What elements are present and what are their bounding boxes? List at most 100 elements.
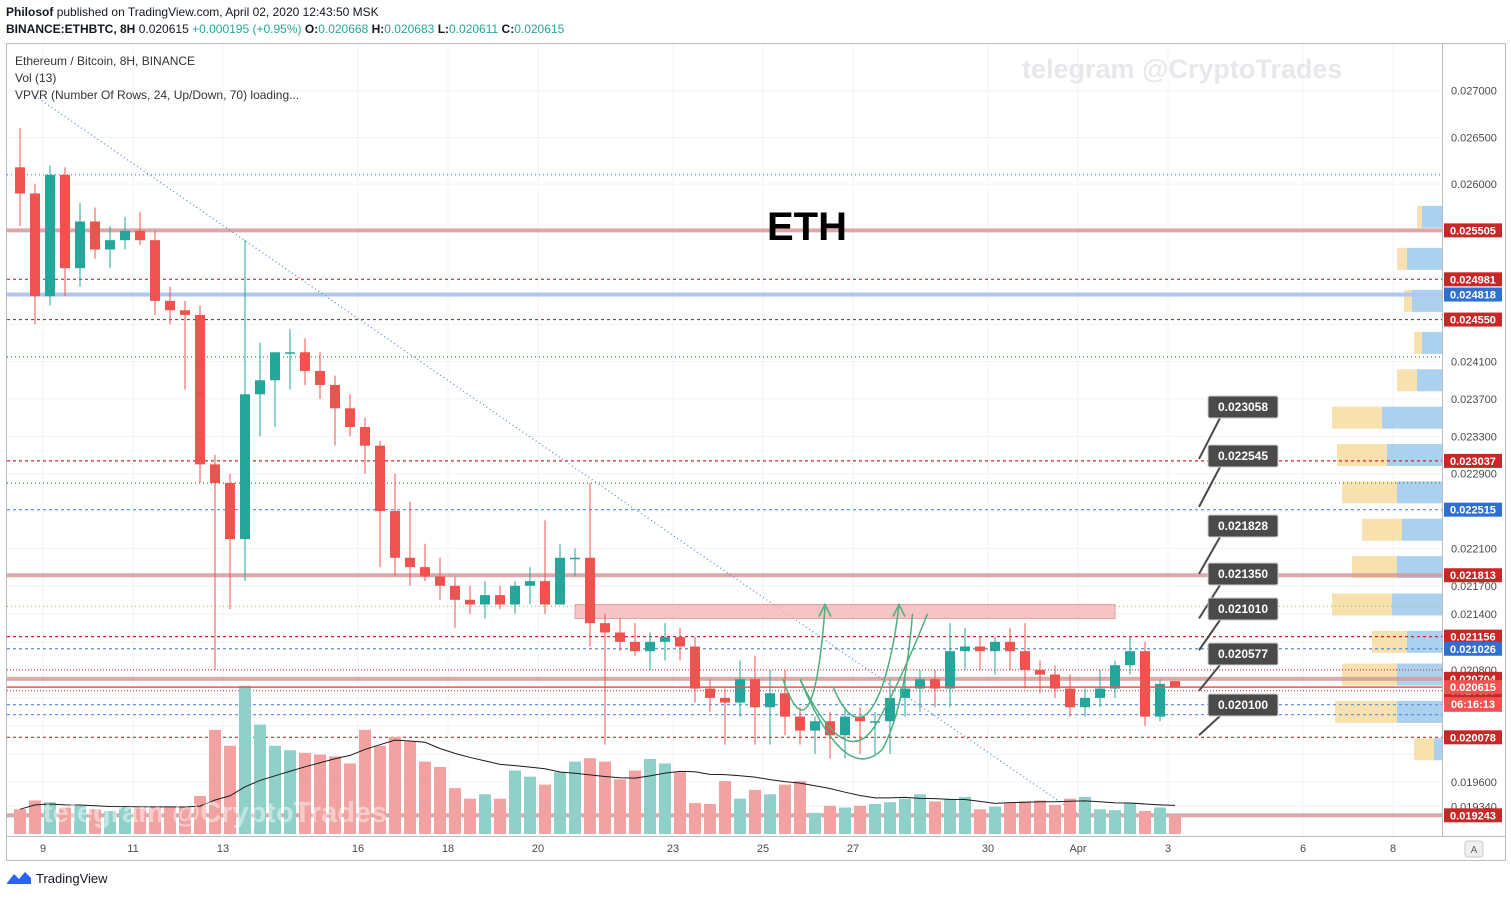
level-price-label-bg — [1444, 223, 1502, 238]
price-tick-label: 0.021700 — [1451, 581, 1497, 593]
candle-body — [555, 557, 565, 605]
candle-body — [315, 370, 325, 385]
volume-bar — [239, 685, 251, 834]
candle-body — [840, 716, 850, 736]
candle-body — [225, 483, 235, 540]
volume-bar — [419, 761, 431, 834]
volume-bar — [899, 798, 911, 834]
vpvr-bar-up — [1407, 247, 1442, 270]
callout-label: 0.021350 — [1218, 567, 1268, 581]
callout-box — [1207, 597, 1279, 621]
candle-body — [105, 240, 115, 250]
vpvr-bar-down — [1397, 369, 1417, 392]
price-change: +0.000195 (+0.95%) — [192, 22, 302, 36]
vpvr-profile — [1332, 205, 1442, 761]
current-price-label-bg — [1444, 680, 1502, 695]
candle-body — [720, 697, 730, 703]
chart-frame[interactable]: 0.023058 0.022545 0.021828 0.021350 0.021010… — [6, 43, 1506, 861]
vpvr-bar-up — [1392, 593, 1442, 616]
candle-body — [15, 167, 25, 194]
low-value: 0.020611 — [449, 22, 499, 36]
candle-body — [165, 300, 175, 311]
candle-body — [660, 637, 670, 642]
level-price-label: 0.023037 — [1450, 456, 1496, 468]
level-price-label-bg — [1444, 272, 1502, 287]
volume-bar — [299, 752, 311, 834]
time-tick-label: Apr — [1069, 843, 1086, 855]
candle-body — [1170, 681, 1180, 687]
candle-body — [270, 352, 280, 381]
volume-bar — [824, 805, 836, 834]
callout-pointer — [1198, 466, 1221, 508]
open-value: 0.020668 — [318, 22, 369, 36]
candle-body — [375, 445, 385, 512]
level-price-label-bg — [1444, 287, 1502, 302]
legend-title: Ethereum / Bitcoin, 8H, BINANCE — [15, 54, 195, 68]
price-tick-label: 0.023700 — [1451, 394, 1497, 406]
volume-bar — [59, 807, 71, 834]
candle-body — [675, 637, 685, 647]
countdown-bg — [1444, 697, 1502, 712]
vpvr-bar-down — [1342, 481, 1397, 504]
candle-body — [975, 646, 985, 652]
legend-vpvr: VPVR (Number Of Rows, 24, Up/Down, 70) l… — [15, 88, 299, 102]
price-tick-label: 0.026000 — [1451, 179, 1497, 191]
symbol-label: BINANCE:ETHBTC, 8H — [6, 22, 136, 36]
time-tick-label: 16 — [352, 843, 364, 855]
vpvr-bar-down — [1335, 700, 1397, 723]
candle-body — [1095, 688, 1105, 698]
price-tick-label: 0.026500 — [1451, 132, 1497, 144]
price-callout: 0.021828 — [1198, 514, 1279, 575]
close-value: 0.020615 — [514, 22, 565, 36]
vpvr-bar-up — [1422, 205, 1442, 228]
callout-box — [1207, 562, 1279, 586]
vpvr-bar-down — [1417, 205, 1422, 228]
candle-body — [150, 240, 160, 301]
arrow-curve — [782, 607, 826, 711]
level-price-label-bg — [1444, 502, 1502, 517]
candle-body — [1080, 697, 1090, 708]
price-callout: 0.022545 — [1198, 444, 1279, 508]
volume-bar — [689, 803, 701, 834]
candle-body — [195, 314, 205, 465]
level-price-label: 0.024818 — [1450, 290, 1496, 302]
callout-label: 0.021828 — [1218, 519, 1268, 533]
time-tick-label: 3 — [1165, 843, 1171, 855]
volume-bar — [329, 756, 341, 834]
price-chart[interactable]: 0.023058 0.022545 0.021828 0.021350 0.021010… — [7, 44, 1505, 860]
vpvr-bar-up — [1397, 556, 1442, 579]
volume-bar — [524, 776, 536, 834]
vpvr-bar-down — [1397, 247, 1407, 270]
candle-body — [1065, 688, 1075, 708]
time-tick-label: 30 — [982, 843, 994, 855]
volume-bar — [1154, 807, 1166, 834]
level-price-label: 0.024550 — [1450, 315, 1496, 327]
volume-bar — [179, 807, 191, 834]
candle-body — [45, 174, 55, 297]
level-price-label-bg — [1444, 312, 1502, 327]
candle-body — [1125, 651, 1135, 666]
volume-bars — [14, 685, 1181, 834]
volume-bar — [29, 800, 41, 834]
level-price-label: 0.024981 — [1450, 274, 1496, 286]
current-price-label: 0.020615 — [1450, 682, 1496, 694]
candle-body — [765, 693, 775, 708]
candle-body — [240, 394, 250, 540]
price-tick-label: 0.027000 — [1451, 86, 1497, 98]
candle-body — [570, 557, 580, 560]
callout-box — [1207, 514, 1279, 538]
vpvr-bar-up — [1417, 369, 1442, 392]
candle-body — [615, 632, 625, 642]
candle-body — [600, 623, 610, 633]
time-tick-label: 8 — [1390, 843, 1396, 855]
price-tick-label: 0.021400 — [1451, 609, 1497, 621]
volume-bar — [44, 802, 56, 834]
price-tick-label: 0.022100 — [1451, 543, 1497, 555]
volume-bar — [734, 798, 746, 834]
candle-body — [285, 352, 295, 354]
publish-line: Philosof published on TradingView.com, A… — [6, 5, 379, 19]
candle-body — [480, 595, 490, 605]
volume-bar — [869, 804, 881, 834]
volume-bar — [1139, 811, 1151, 834]
time-tick-label: 13 — [217, 843, 229, 855]
